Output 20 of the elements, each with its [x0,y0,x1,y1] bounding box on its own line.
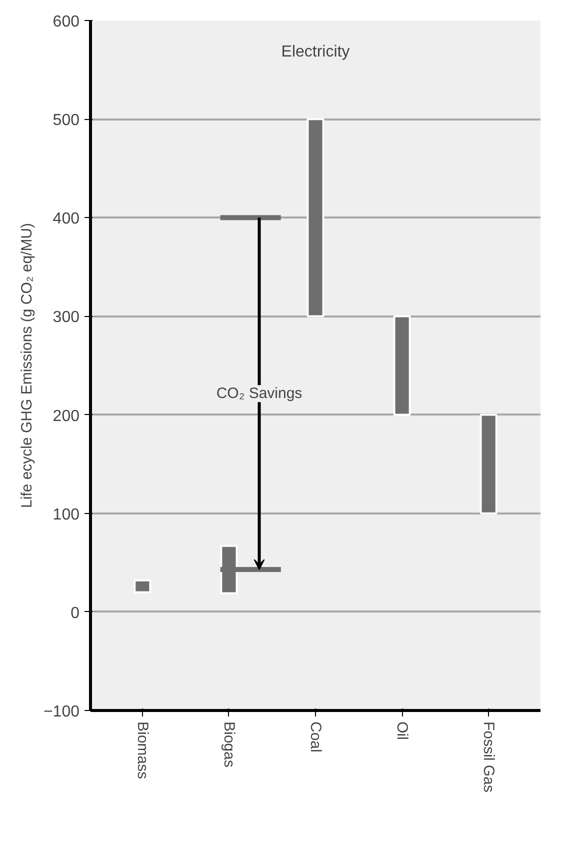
x-tick-label: Coal [307,722,324,752]
x-tick-label: Fossil Gas [480,722,498,792]
y-tick-label: 200 [52,408,80,425]
y-tick-label: −100 [43,704,80,720]
annotation: CO₂ Savings [216,385,302,402]
y-tick-label: 0 [70,604,80,622]
bar [393,315,411,416]
y-tick-label: 100 [52,506,80,524]
y-tick-label: 400 [52,210,80,228]
y-tick-label: 300 [52,309,80,326]
x-tick-label: Oil [394,722,411,740]
y-tick-label: 500 [52,112,80,130]
y-tick-label: 600 [52,14,80,30]
bar [134,579,152,594]
bar [306,118,324,318]
y-axis-title: Life ecycle GHG Emissions (g CO₂ eq/MU) [18,222,36,508]
text: Electricity [281,44,350,60]
bar [480,414,498,514]
x-tick-label: Biomass [134,722,151,780]
x-tick-label: Biogas [220,722,238,768]
